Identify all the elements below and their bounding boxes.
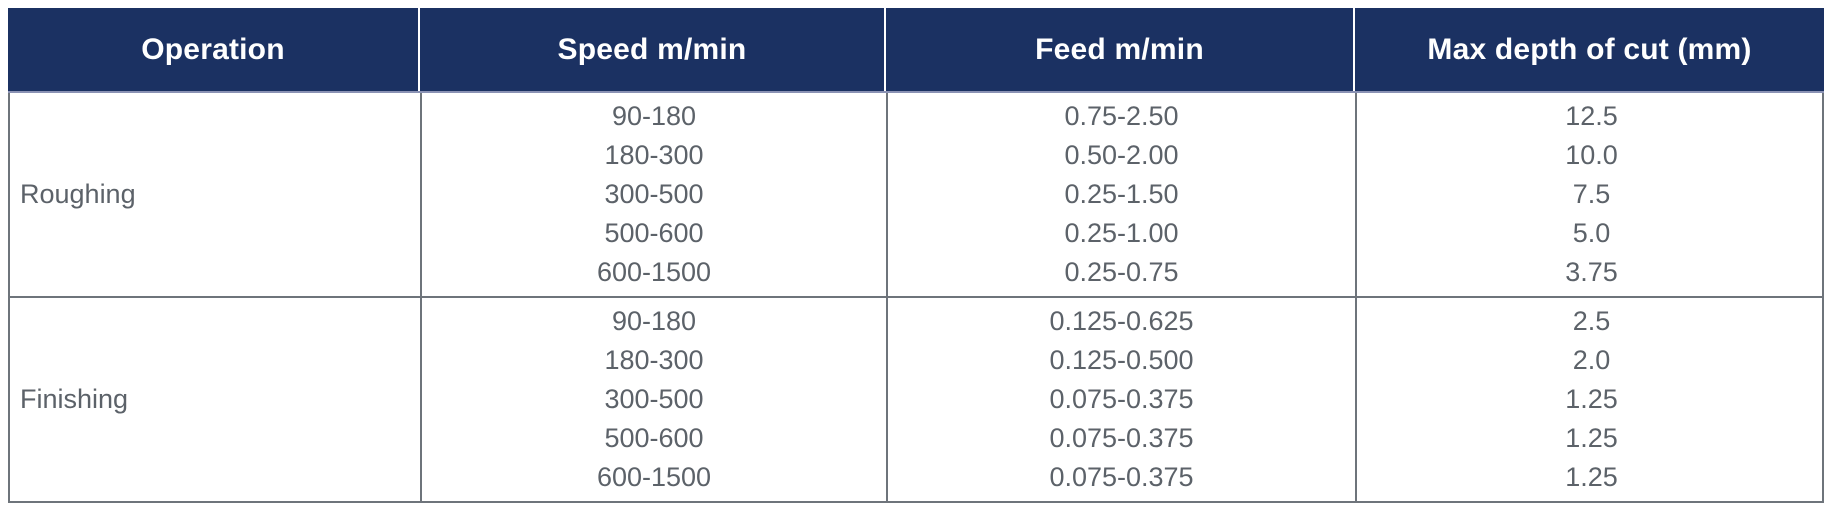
operation-cell: Finishing [20, 384, 129, 414]
speed-value: 500-600 [604, 423, 704, 453]
speed-cell: 90-180 180-300 300-500 500-600 600-1500 [420, 93, 886, 296]
depth-value: 7.5 [1572, 179, 1611, 209]
depth-value: 5.0 [1572, 218, 1611, 248]
feed-value: 0.125-0.500 [1049, 345, 1194, 375]
speed-value: 600-1500 [596, 462, 712, 492]
speed-value: 600-1500 [596, 257, 712, 287]
feed-value: 0.125-0.625 [1049, 306, 1194, 336]
depth-value: 1.25 [1565, 384, 1618, 414]
table-header-row: Operation Speed m/min Feed m/min Max dep… [8, 8, 1824, 93]
speed-value: 300-500 [604, 179, 704, 209]
depth-value: 1.25 [1565, 462, 1618, 492]
feed-cell: 0.125-0.625 0.125-0.500 0.075-0.375 0.075-0… [886, 298, 1355, 501]
feed-value: 0.075-0.375 [1049, 462, 1194, 492]
speed-cell: 90-180 180-300 300-500 500-600 600-1500 [420, 298, 886, 501]
table-section-finishing: Finishing 90-180 180-300 300-500 500-600 600-… [10, 296, 1822, 501]
speed-value: 500-600 [604, 218, 704, 248]
operation-cell: Roughing [20, 179, 136, 209]
feed-value: 0.075-0.375 [1049, 423, 1194, 453]
depth-value: 2.0 [1572, 345, 1611, 375]
speed-value: 90-180 [611, 306, 697, 336]
depth-value: 1.25 [1565, 423, 1618, 453]
feed-value: 0.25-1.50 [1064, 179, 1179, 209]
depth-value: 3.75 [1565, 257, 1618, 287]
feed-value: 0.25-1.00 [1064, 218, 1179, 248]
table-body: Roughing 90-180 180-300 300-500 500-600 600-1… [8, 93, 1824, 503]
depth-cell: 2.5 2.0 1.25 1.25 1.25 [1355, 298, 1826, 501]
speed-value: 180-300 [604, 140, 704, 170]
depth-value: 12.5 [1565, 101, 1618, 131]
column-header-speed: Speed m/min [418, 8, 884, 91]
depth-value: 2.5 [1572, 306, 1611, 336]
speed-value: 90-180 [611, 101, 697, 131]
speed-value: 180-300 [604, 345, 704, 375]
feed-cell: 0.75-2.50 0.50-2.00 0.25-1.50 0.25-1.00 0.25… [886, 93, 1355, 296]
column-header-feed: Feed m/min [884, 8, 1353, 91]
table-section-roughing: Roughing 90-180 180-300 300-500 500-600 600-1… [10, 93, 1822, 296]
feed-value: 0.25-0.75 [1064, 257, 1179, 287]
feed-value: 0.50-2.00 [1064, 140, 1179, 170]
speed-value: 300-500 [604, 384, 704, 414]
machining-parameters-table: Operation Speed m/min Feed m/min Max dep… [8, 8, 1824, 503]
column-header-max-depth: Max depth of cut (mm) [1353, 8, 1824, 91]
feed-value: 0.75-2.50 [1064, 101, 1179, 131]
column-header-operation: Operation [141, 32, 285, 66]
depth-value: 10.0 [1565, 140, 1618, 170]
depth-cell: 12.5 10.0 7.5 5.0 3.75 [1355, 93, 1826, 296]
feed-value: 0.075-0.375 [1049, 384, 1194, 414]
